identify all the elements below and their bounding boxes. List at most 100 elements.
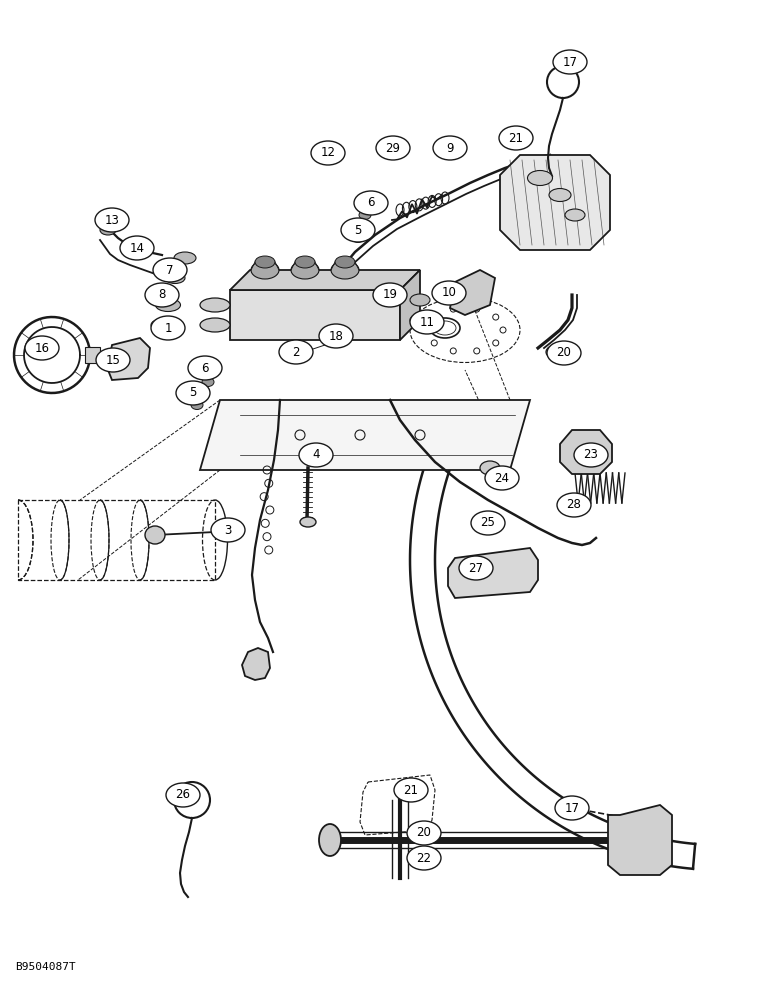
Text: 24: 24: [495, 472, 510, 485]
Text: 10: 10: [442, 286, 456, 300]
Ellipse shape: [145, 283, 179, 307]
Text: 20: 20: [417, 826, 432, 840]
Ellipse shape: [555, 796, 589, 820]
Text: 13: 13: [104, 214, 120, 227]
Ellipse shape: [335, 256, 355, 268]
Text: 2: 2: [293, 346, 300, 359]
Ellipse shape: [394, 778, 428, 802]
Ellipse shape: [291, 261, 319, 279]
Ellipse shape: [295, 256, 315, 268]
Text: 6: 6: [367, 196, 374, 210]
Ellipse shape: [311, 141, 345, 165]
Ellipse shape: [96, 348, 130, 372]
Ellipse shape: [433, 136, 467, 160]
Ellipse shape: [251, 261, 279, 279]
Ellipse shape: [373, 283, 407, 307]
Ellipse shape: [151, 316, 185, 340]
Text: 4: 4: [312, 448, 320, 462]
Ellipse shape: [547, 341, 581, 365]
Ellipse shape: [145, 526, 165, 544]
Text: 25: 25: [480, 516, 496, 530]
Ellipse shape: [319, 324, 353, 348]
Ellipse shape: [155, 298, 181, 312]
Polygon shape: [230, 290, 400, 340]
Polygon shape: [608, 805, 672, 875]
Text: 3: 3: [225, 524, 232, 536]
Ellipse shape: [553, 50, 587, 74]
Text: 18: 18: [329, 330, 344, 342]
Polygon shape: [108, 338, 150, 380]
Ellipse shape: [95, 208, 129, 232]
Ellipse shape: [407, 846, 441, 870]
Text: 16: 16: [35, 342, 49, 355]
Polygon shape: [200, 400, 530, 470]
Ellipse shape: [352, 233, 364, 242]
Polygon shape: [448, 548, 538, 598]
Polygon shape: [400, 270, 420, 340]
Ellipse shape: [485, 466, 519, 490]
Text: 20: 20: [557, 347, 571, 360]
Text: 7: 7: [166, 263, 174, 276]
Ellipse shape: [151, 319, 173, 331]
Ellipse shape: [300, 517, 316, 527]
Ellipse shape: [120, 236, 154, 260]
Text: 21: 21: [404, 784, 418, 796]
Text: 6: 6: [201, 361, 208, 374]
Ellipse shape: [341, 218, 375, 242]
Text: B9504087T: B9504087T: [15, 962, 76, 972]
Ellipse shape: [359, 211, 371, 220]
Ellipse shape: [376, 136, 410, 160]
Ellipse shape: [499, 126, 533, 150]
Text: 22: 22: [417, 852, 432, 864]
Ellipse shape: [527, 170, 553, 186]
Ellipse shape: [407, 821, 441, 845]
Polygon shape: [230, 270, 420, 290]
Text: 19: 19: [382, 288, 398, 302]
Ellipse shape: [279, 340, 313, 364]
Text: 11: 11: [419, 316, 435, 328]
Text: 23: 23: [584, 448, 598, 462]
Ellipse shape: [25, 336, 59, 360]
Ellipse shape: [549, 188, 571, 202]
Ellipse shape: [432, 281, 466, 305]
Ellipse shape: [410, 294, 430, 306]
Polygon shape: [242, 648, 270, 680]
Ellipse shape: [211, 518, 245, 542]
Text: 27: 27: [469, 562, 483, 574]
Ellipse shape: [419, 825, 437, 839]
Bar: [85, 347, 100, 363]
Ellipse shape: [546, 345, 568, 359]
Text: 29: 29: [385, 141, 401, 154]
Text: 28: 28: [567, 498, 581, 512]
Ellipse shape: [331, 261, 359, 279]
Ellipse shape: [176, 381, 210, 405]
Ellipse shape: [480, 461, 500, 475]
Ellipse shape: [354, 191, 388, 215]
Ellipse shape: [299, 443, 333, 467]
Ellipse shape: [410, 314, 430, 326]
Text: 21: 21: [509, 131, 523, 144]
Polygon shape: [560, 430, 612, 474]
Ellipse shape: [200, 298, 230, 312]
Text: 14: 14: [130, 241, 144, 254]
Text: 12: 12: [320, 146, 336, 159]
Text: 26: 26: [175, 788, 191, 802]
Ellipse shape: [565, 209, 585, 221]
Ellipse shape: [153, 258, 187, 282]
Ellipse shape: [459, 556, 493, 580]
Ellipse shape: [319, 824, 341, 856]
Text: 17: 17: [563, 55, 577, 68]
Ellipse shape: [410, 310, 444, 334]
Text: 5: 5: [354, 224, 362, 236]
Ellipse shape: [191, 400, 203, 410]
Ellipse shape: [200, 318, 230, 332]
Text: 8: 8: [158, 288, 166, 302]
Ellipse shape: [574, 443, 608, 467]
Ellipse shape: [188, 356, 222, 380]
Ellipse shape: [100, 225, 116, 235]
Text: 15: 15: [106, 354, 120, 366]
Polygon shape: [500, 155, 610, 250]
Polygon shape: [450, 270, 495, 315]
Ellipse shape: [557, 493, 591, 517]
Ellipse shape: [471, 511, 505, 535]
